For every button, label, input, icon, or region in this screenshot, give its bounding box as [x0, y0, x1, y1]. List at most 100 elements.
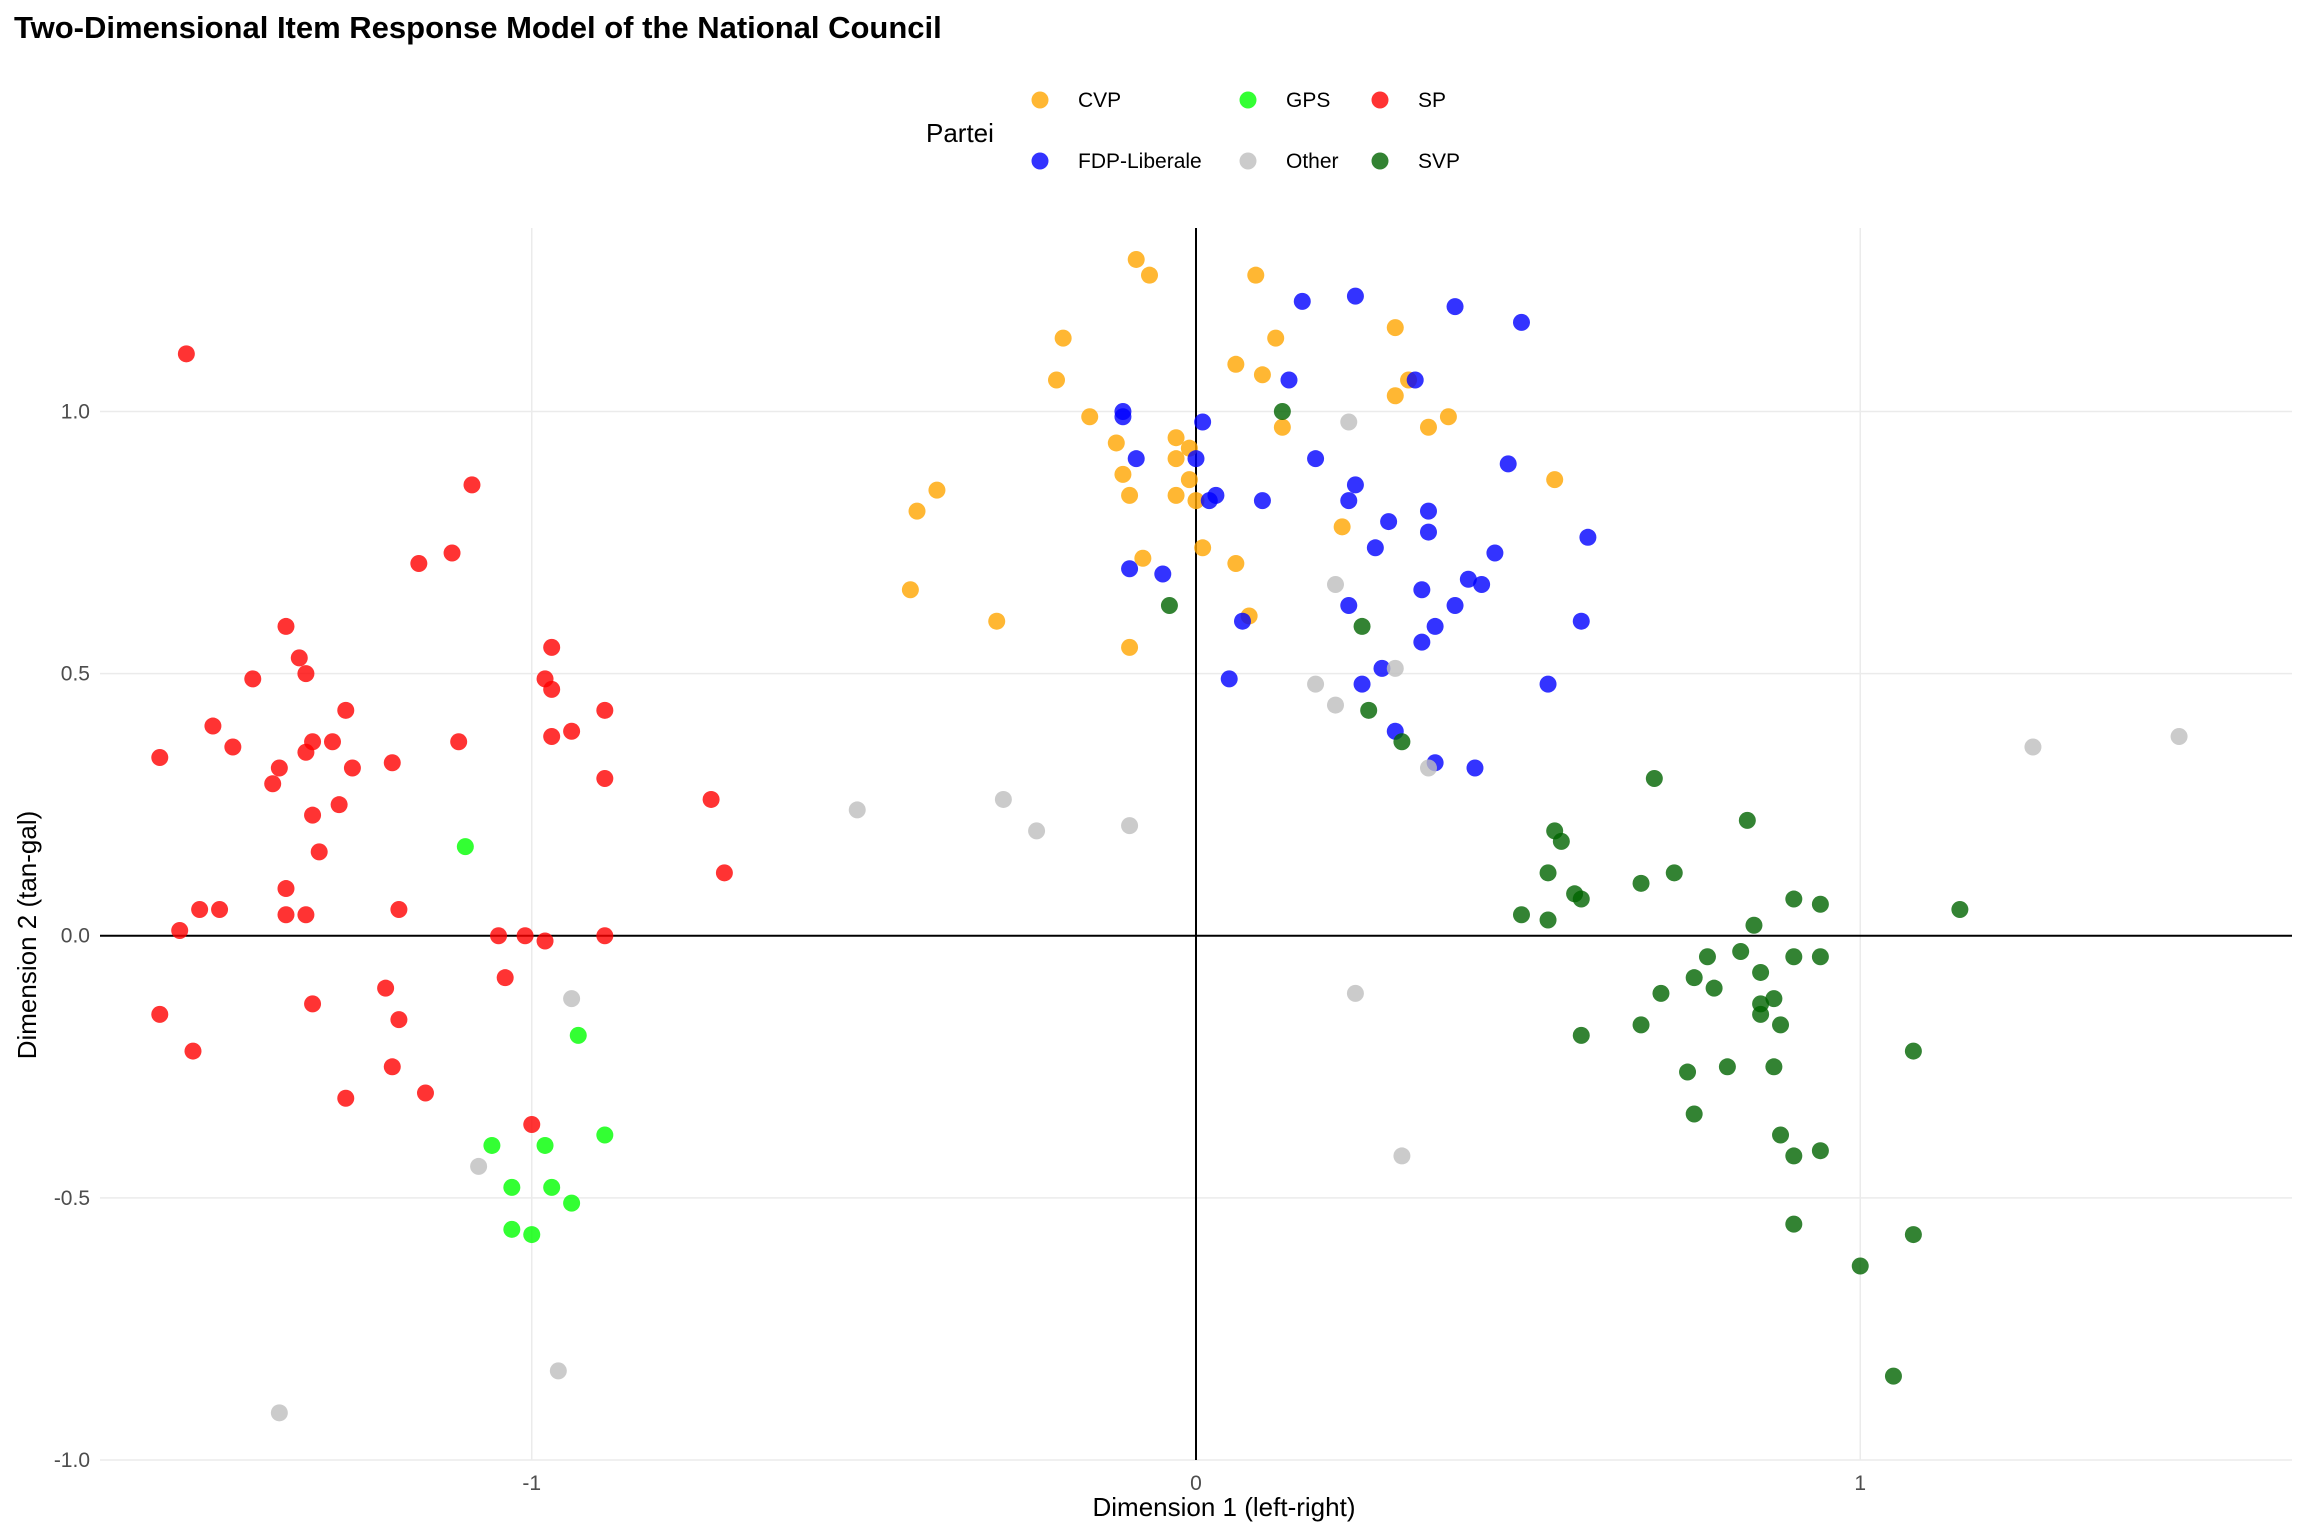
point-fdp-liberale: [1413, 581, 1431, 599]
chart-title: Two-Dimensional Item Response Model of t…: [14, 10, 942, 45]
point-sp: [304, 995, 322, 1013]
point-fdp-liberale: [1486, 544, 1504, 562]
point-gps: [569, 1026, 587, 1044]
point-svp: [1679, 1063, 1697, 1081]
point-sp: [290, 649, 308, 667]
point-gps: [503, 1220, 521, 1238]
point-svp: [1665, 864, 1683, 882]
point-cvp: [1227, 355, 1245, 373]
point-sp: [496, 969, 514, 987]
point-sp: [151, 1005, 169, 1023]
point-svp: [1353, 617, 1371, 635]
legend-key-cvp: [1031, 91, 1049, 109]
legend-items: CVP FDP-Liberale GPS Other SP SVP: [1031, 89, 1460, 173]
point-sp: [244, 670, 262, 688]
point-sp: [277, 880, 295, 898]
point-cvp: [1419, 418, 1437, 436]
point-gps: [536, 1136, 554, 1154]
point-sp: [596, 701, 614, 719]
legend-item-sp: SP: [1371, 89, 1446, 112]
point-cvp: [1386, 319, 1404, 337]
point-fdp-liberale: [1512, 313, 1530, 331]
point-sp: [337, 1089, 355, 1107]
y-tick-label: 1.0: [61, 400, 90, 423]
legend-key-fdp-liberale: [1031, 152, 1049, 170]
point-gps: [563, 1194, 581, 1212]
point-sp: [490, 927, 508, 945]
legend-title: Partei: [926, 118, 994, 148]
point-svp: [1765, 990, 1783, 1008]
point-sp: [277, 617, 295, 635]
point-fdp-liberale: [1121, 560, 1139, 578]
point-svp: [1652, 984, 1670, 1002]
point-sp: [204, 717, 222, 735]
point-sp: [184, 1042, 202, 1060]
point-fdp-liberale: [1340, 492, 1358, 510]
point-sp: [450, 733, 468, 751]
point-cvp: [1121, 486, 1139, 504]
legend-item-svp: SVP: [1371, 150, 1460, 173]
point-sp: [523, 1115, 541, 1133]
point-svp: [1785, 1215, 1803, 1233]
point-sp: [297, 743, 315, 761]
point-fdp-liberale: [1353, 675, 1371, 693]
point-sp: [383, 1058, 401, 1076]
point-cvp: [1273, 418, 1291, 436]
point-fdp-liberale: [1280, 371, 1298, 389]
point-fdp-liberale: [1233, 612, 1251, 630]
point-svp: [1732, 942, 1750, 960]
point-fdp-liberale: [1446, 298, 1464, 316]
point-fdp-liberale: [1466, 759, 1484, 777]
point-fdp-liberale: [1446, 596, 1464, 614]
x-axis-ticks: -1 0 1: [522, 1472, 1866, 1495]
point-svp: [1785, 1147, 1803, 1165]
x-axis-label: Dimension 1 (left-right): [1093, 1492, 1356, 1522]
x-tick-label: 0: [1190, 1472, 1202, 1495]
point-cvp: [1121, 638, 1139, 656]
point-fdp-liberale: [1373, 659, 1391, 677]
point-fdp-liberale: [1154, 565, 1172, 583]
legend-key-other: [1239, 152, 1257, 170]
point-sp: [516, 927, 534, 945]
point-cvp: [1267, 329, 1285, 347]
point-cvp: [928, 481, 946, 499]
point-fdp-liberale: [1127, 450, 1145, 468]
point-sp: [390, 901, 408, 919]
legend-item-fdp-liberale: FDP-Liberale: [1031, 150, 1202, 173]
point-cvp: [901, 581, 919, 599]
point-cvp: [1253, 366, 1271, 384]
y-tick-label: -1.0: [54, 1449, 90, 1472]
point-other: [1393, 1147, 1411, 1165]
point-fdp-liberale: [1380, 513, 1398, 531]
point-cvp: [1167, 429, 1185, 447]
point-other: [1346, 984, 1364, 1002]
legend-item-cvp: CVP: [1031, 89, 1121, 112]
x-tick-label: -1: [522, 1472, 541, 1495]
point-svp: [1772, 1126, 1790, 1144]
point-svp: [1685, 969, 1703, 987]
point-sp: [543, 728, 561, 746]
point-cvp: [1081, 408, 1099, 426]
point-fdp-liberale: [1419, 523, 1437, 541]
point-sp: [543, 680, 561, 698]
point-fdp-liberale: [1346, 287, 1364, 305]
point-cvp: [1386, 387, 1404, 405]
point-sp: [297, 665, 315, 683]
point-cvp: [1247, 266, 1265, 284]
legend-label-fdp-liberale: FDP-Liberale: [1078, 150, 1202, 173]
point-svp: [1772, 1016, 1790, 1034]
y-tick-label: -0.5: [54, 1187, 90, 1210]
point-fdp-liberale: [1307, 450, 1325, 468]
point-fdp-liberale: [1366, 539, 1384, 557]
point-cvp: [1134, 549, 1152, 567]
point-sp: [443, 544, 461, 562]
point-svp: [1360, 701, 1378, 719]
point-gps: [596, 1126, 614, 1144]
point-gps: [456, 838, 474, 856]
point-cvp: [1127, 250, 1145, 268]
point-sp: [343, 759, 361, 777]
point-svp: [1632, 874, 1650, 892]
point-fdp-liberale: [1499, 455, 1517, 473]
point-sp: [211, 901, 229, 919]
